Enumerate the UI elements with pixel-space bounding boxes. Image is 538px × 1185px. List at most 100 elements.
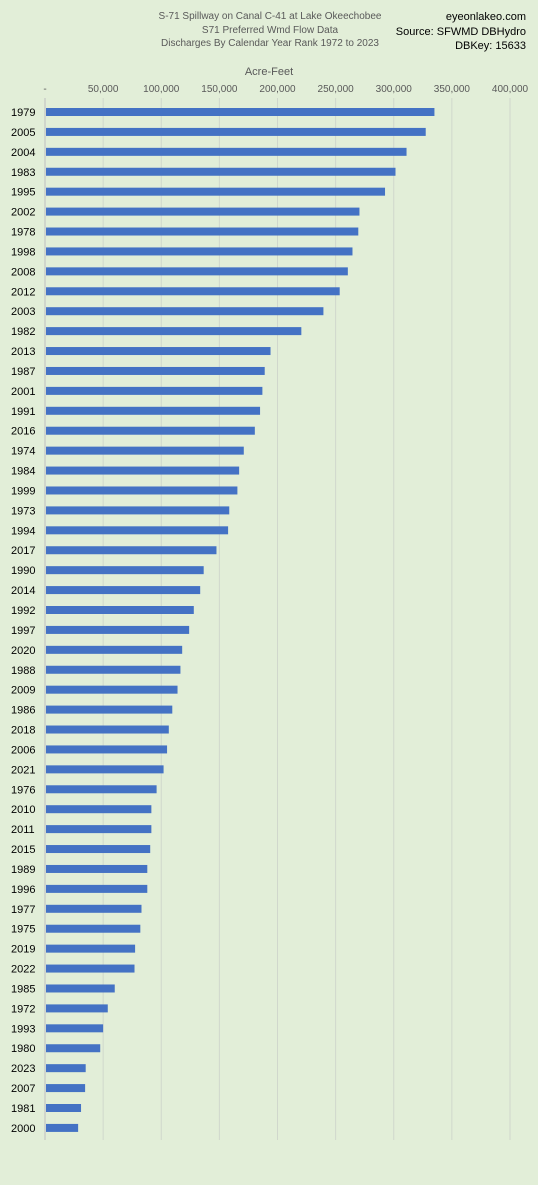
bar bbox=[46, 685, 178, 694]
bar bbox=[46, 108, 435, 116]
bar bbox=[46, 864, 148, 873]
source-website: eyeonlakeo.com bbox=[445, 11, 526, 23]
category-label: 2004 bbox=[11, 147, 35, 159]
x-tick-label: 300,000 bbox=[376, 84, 413, 95]
category-label: 2022 bbox=[11, 964, 35, 976]
x-axis-title: Acre-Feet bbox=[244, 66, 294, 78]
category-label: 1983 bbox=[11, 167, 35, 179]
chart-title: S-71 Spillway on Canal C-41 at Lake Okee… bbox=[140, 10, 400, 51]
bar bbox=[46, 1024, 104, 1033]
category-label: 2006 bbox=[11, 744, 35, 756]
category-label: 2023 bbox=[11, 1063, 35, 1075]
category-label: 2016 bbox=[11, 426, 35, 438]
bar bbox=[46, 347, 271, 356]
bar bbox=[46, 267, 348, 276]
bar bbox=[46, 1123, 79, 1132]
bar bbox=[46, 1064, 86, 1073]
x-tick-label: 50,000 bbox=[88, 84, 119, 95]
x-tick-label: 400,000 bbox=[492, 84, 529, 95]
category-label: 1974 bbox=[11, 446, 35, 458]
bar bbox=[46, 924, 141, 933]
bar bbox=[46, 386, 263, 395]
x-axis-ticks: - 50,000 100,000 150,000 200,000 250,000 300,0… bbox=[43, 84, 528, 95]
bar bbox=[46, 187, 386, 196]
bar bbox=[46, 984, 115, 993]
category-label: 2015 bbox=[11, 844, 35, 856]
category-label: 1999 bbox=[11, 485, 35, 497]
category-label: 2018 bbox=[11, 725, 35, 737]
bar bbox=[46, 765, 164, 774]
category-label: 2009 bbox=[11, 685, 35, 697]
x-tick-label: 250,000 bbox=[318, 84, 355, 95]
category-label: 2014 bbox=[11, 585, 35, 597]
category-label: 1989 bbox=[11, 864, 35, 876]
category-label: 1976 bbox=[11, 784, 35, 796]
chart-title-line-3: Discharges By Calendar Year Rank 1972 to… bbox=[161, 38, 379, 49]
bar bbox=[46, 884, 148, 893]
bar bbox=[46, 406, 261, 415]
bar bbox=[46, 506, 230, 515]
chart-title-line-2: S71 Preferred Wmd Flow Data bbox=[201, 24, 339, 36]
category-label: 1977 bbox=[11, 904, 35, 916]
bar bbox=[46, 1084, 86, 1093]
bar bbox=[46, 307, 324, 316]
x-tick-label: 350,000 bbox=[434, 84, 471, 95]
bar bbox=[46, 1044, 101, 1053]
bar bbox=[46, 446, 244, 455]
category-label: 2005 bbox=[11, 127, 35, 139]
bar bbox=[46, 964, 135, 973]
x-tick-label: 150,000 bbox=[201, 84, 238, 95]
category-label: 1980 bbox=[11, 1043, 35, 1055]
category-label: 1996 bbox=[11, 884, 35, 896]
bar bbox=[46, 586, 201, 595]
category-label: 1987 bbox=[11, 366, 35, 378]
category-label: 1972 bbox=[11, 1003, 35, 1015]
bar bbox=[46, 1104, 82, 1112]
category-label: 2013 bbox=[11, 346, 35, 358]
category-label: 2007 bbox=[11, 1083, 35, 1095]
bar bbox=[46, 625, 190, 634]
category-label: 1973 bbox=[11, 505, 35, 517]
source-database: Source: SFWMD DBHydro bbox=[395, 25, 526, 38]
bar bbox=[46, 227, 359, 236]
category-label: 2001 bbox=[11, 386, 35, 398]
bar bbox=[46, 566, 204, 575]
category-label: 1997 bbox=[11, 625, 35, 637]
category-label: 2021 bbox=[11, 764, 35, 776]
category-label: 1986 bbox=[11, 705, 35, 717]
category-label: 1981 bbox=[11, 1103, 35, 1115]
category-label: 1995 bbox=[11, 187, 35, 199]
category-label: 2002 bbox=[11, 207, 35, 219]
bar bbox=[46, 486, 238, 495]
x-tick-label: 100,000 bbox=[143, 84, 180, 95]
bar bbox=[46, 725, 169, 734]
category-label: 1998 bbox=[11, 246, 35, 258]
category-label: 2003 bbox=[11, 306, 35, 318]
bar bbox=[46, 845, 151, 854]
bar bbox=[46, 805, 152, 814]
category-label: 2012 bbox=[11, 286, 35, 298]
bar bbox=[46, 645, 183, 654]
category-label: 2020 bbox=[11, 645, 35, 657]
category-label: 2008 bbox=[11, 266, 35, 278]
x-tick-label: - bbox=[43, 84, 46, 95]
bar bbox=[46, 127, 426, 136]
source-dbkey: DBKey: 15633 bbox=[455, 40, 526, 52]
chart-title-line-1: S-71 Spillway on Canal C-41 at Lake Okee… bbox=[158, 11, 382, 22]
bar bbox=[46, 366, 265, 375]
category-label: 1975 bbox=[11, 924, 35, 936]
bar bbox=[46, 167, 396, 176]
category-label: 1985 bbox=[11, 983, 35, 995]
category-label: 2000 bbox=[11, 1123, 35, 1135]
bar bbox=[46, 466, 240, 475]
category-label: 1994 bbox=[11, 525, 35, 537]
bar bbox=[46, 327, 302, 336]
bar bbox=[46, 287, 340, 296]
bar bbox=[46, 705, 173, 714]
category-label: 1991 bbox=[11, 406, 35, 418]
bar bbox=[46, 825, 152, 834]
category-label: 1982 bbox=[11, 326, 35, 338]
source-info: eyeonlakeo.com Source: SFWMD DBHydro DBK… bbox=[366, 10, 526, 54]
bar bbox=[46, 665, 181, 674]
